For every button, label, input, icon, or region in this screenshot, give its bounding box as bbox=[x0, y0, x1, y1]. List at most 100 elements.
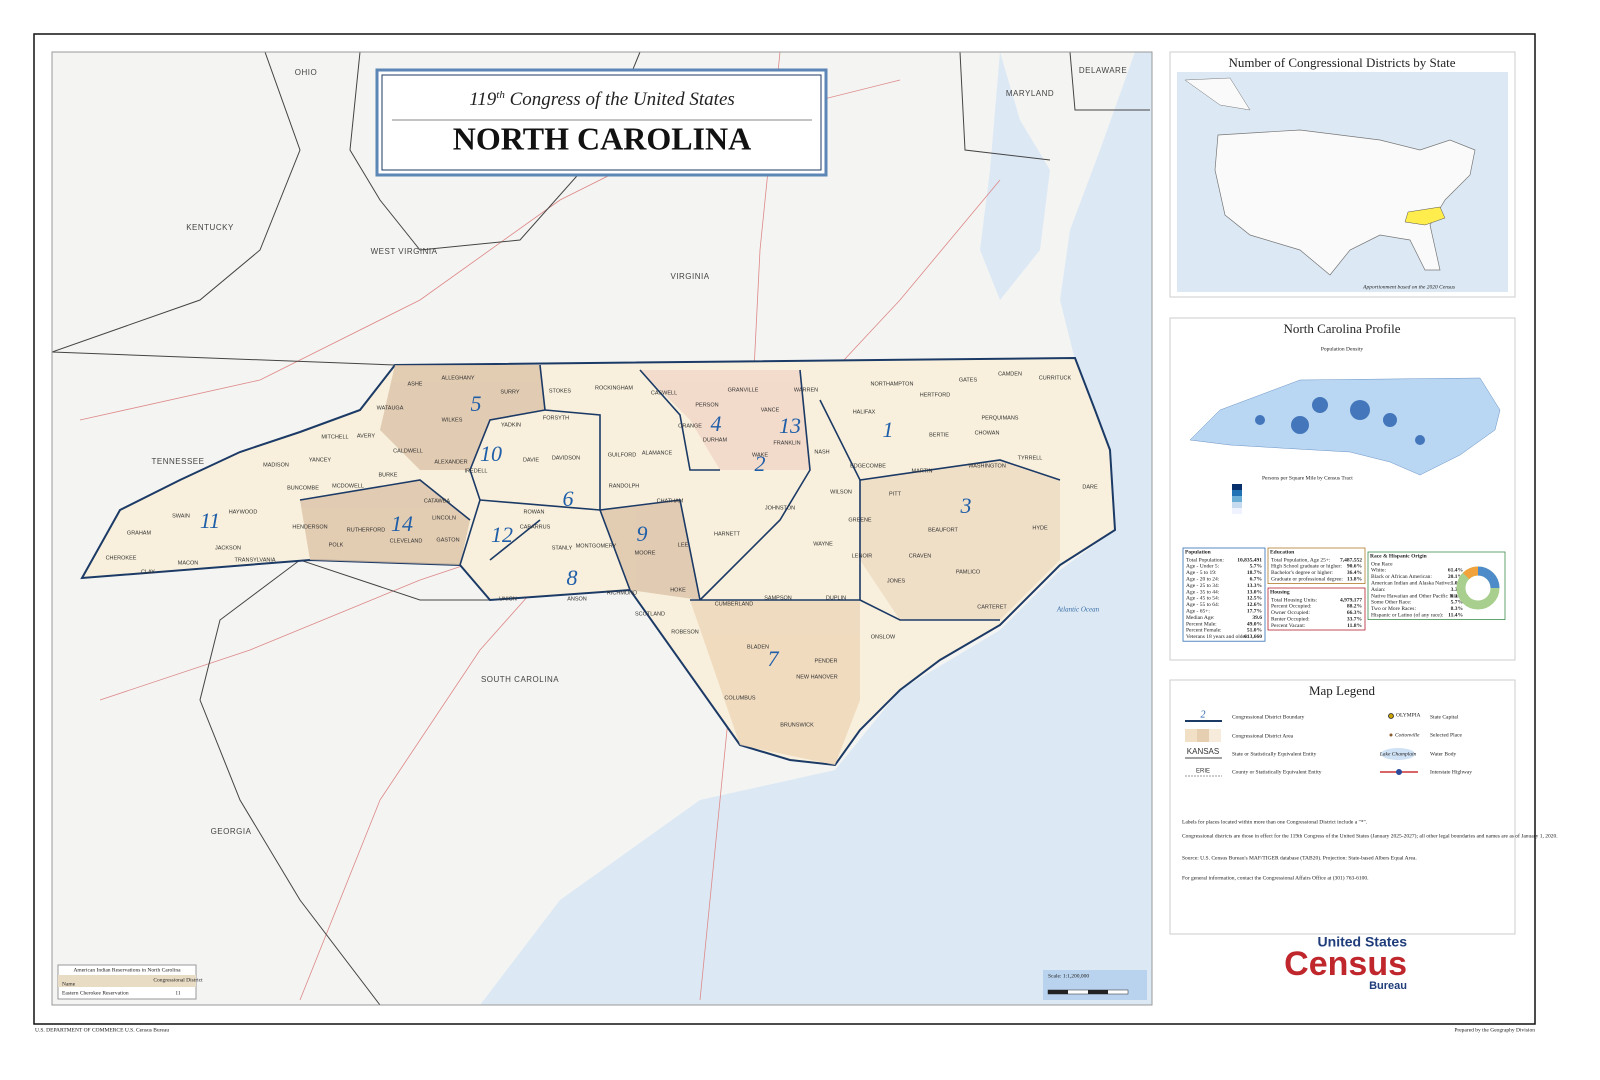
county-label: LINCOLN bbox=[432, 515, 456, 521]
district-number: 7 bbox=[768, 646, 780, 671]
stat-value: 20.1% bbox=[1448, 574, 1463, 580]
county-label: STANLY bbox=[552, 545, 573, 551]
legend-sample: 2 bbox=[1201, 709, 1206, 720]
county-label: NORTHAMPTON bbox=[871, 381, 914, 387]
county-label: WILKES bbox=[442, 417, 463, 423]
county-label: MONTGOMERY bbox=[576, 543, 617, 549]
county-label: RUTHERFORD bbox=[347, 527, 386, 533]
stat-label: Owner Occupied: bbox=[1271, 610, 1310, 616]
county-label: ROWAN bbox=[524, 509, 545, 515]
stat-label: Black or African American: bbox=[1371, 573, 1432, 580]
stat-label: Age - 20 to 24: bbox=[1186, 576, 1220, 582]
county-label: ROBESON bbox=[671, 629, 699, 635]
stat-label: Some Other Race: bbox=[1371, 600, 1412, 606]
density-legend-title: Persons per Square Mile by Census Tract bbox=[1262, 475, 1353, 481]
legend-label: Interstate Highway bbox=[1430, 769, 1472, 775]
county-label: CLEVELAND bbox=[390, 538, 423, 544]
county-label: FRANKLIN bbox=[773, 440, 800, 446]
section-heading: Housing bbox=[1270, 589, 1290, 595]
county-label: WATAUGA bbox=[377, 405, 404, 411]
reservation-title: American Indian Reservations in North Ca… bbox=[73, 967, 181, 973]
section-heading: Population bbox=[1185, 549, 1211, 555]
county-label: RICHMOND bbox=[607, 590, 637, 596]
county-label: RANDOLPH bbox=[609, 483, 640, 489]
county-label: YADKIN bbox=[501, 422, 521, 428]
county-label: WILSON bbox=[830, 489, 852, 495]
stat-label: Total Housing Units: bbox=[1271, 597, 1318, 603]
county-label: GASTON bbox=[436, 537, 459, 543]
stat-label: Asian: bbox=[1371, 587, 1386, 593]
scale-bg bbox=[1043, 970, 1147, 1000]
county-label: DARE bbox=[1082, 484, 1098, 490]
stat-value: 1.0% bbox=[1451, 580, 1463, 586]
district-number: 11 bbox=[200, 508, 220, 533]
state-label: SOUTH CAROLINA bbox=[481, 675, 559, 684]
county-label: CHOWAN bbox=[975, 430, 1000, 436]
legend-symbol bbox=[1185, 729, 1197, 742]
title-state: NORTH CAROLINA bbox=[453, 120, 751, 156]
title-superscript: th bbox=[496, 89, 505, 101]
stat-value: 13.8% bbox=[1347, 576, 1362, 582]
section-heading: Education bbox=[1270, 549, 1294, 555]
stat-value: 18.7% bbox=[1247, 570, 1262, 576]
district-number: 10 bbox=[480, 441, 502, 466]
stat-value: 33.7% bbox=[1347, 616, 1362, 622]
stat-value: 61.4% bbox=[1448, 568, 1463, 574]
county-label: COLUMBUS bbox=[724, 695, 756, 701]
scale-text: Scale: 1:1,200,000 bbox=[1048, 973, 1089, 979]
county-label: MACON bbox=[178, 560, 199, 566]
legend-label: Congressional District Area bbox=[1232, 733, 1294, 739]
county-label: FORSYTH bbox=[543, 415, 569, 421]
district-boundaries bbox=[299, 364, 1061, 621]
county-label: DAVIE bbox=[523, 457, 539, 463]
county-label: GUILFORD bbox=[608, 452, 636, 458]
legend-note: For general information, contact the Con… bbox=[1182, 874, 1369, 881]
county-label: JOHNSTON bbox=[765, 505, 795, 511]
stat-label: Two or More Races: bbox=[1371, 606, 1416, 612]
stat-value: 10,835,491 bbox=[1237, 557, 1262, 563]
county-label: GREENE bbox=[848, 517, 872, 523]
legend-symbol bbox=[1381, 748, 1415, 760]
county-label: PENDER bbox=[815, 658, 838, 664]
stat-value: 90.6% bbox=[1347, 564, 1362, 570]
section-box bbox=[1182, 547, 1266, 642]
county-labels: ASHE ALLEGHANY SURRY STOKES ROCKINGHAM CASWEL… bbox=[106, 371, 1098, 728]
county-label: WAKE bbox=[752, 452, 768, 458]
county-label: MITCHELL bbox=[321, 434, 348, 440]
reservation-col: Name bbox=[62, 981, 76, 987]
density-map bbox=[1189, 377, 1501, 476]
county-label: WARREN bbox=[794, 387, 818, 393]
stat-label: Percent Occupied: bbox=[1271, 604, 1312, 610]
density-ramp bbox=[1232, 484, 1242, 514]
county-label: HENDERSON bbox=[292, 524, 327, 530]
state-label: DELAWARE bbox=[1079, 66, 1127, 75]
county-label: BUNCOMBE bbox=[287, 485, 319, 491]
stat-value: 613,660 bbox=[1244, 634, 1262, 640]
legend-label: State or Statistically Equivalent Entity bbox=[1232, 751, 1317, 757]
county-label: CARTERET bbox=[977, 604, 1007, 610]
county-label: DURHAM bbox=[703, 437, 728, 443]
county-label: CHATHAM bbox=[657, 498, 684, 504]
legend-note: Labels for places located within more th… bbox=[1182, 818, 1368, 825]
stat-label: Age - 25 to 34: bbox=[1186, 583, 1220, 589]
legend-notes: Labels for places located within more th… bbox=[1182, 818, 1558, 881]
state-label: GEORGIA bbox=[211, 827, 252, 836]
reservation-table: American Indian Reservations in North Ca… bbox=[57, 964, 203, 1000]
section-box bbox=[1267, 547, 1366, 584]
county-label: CASWELL bbox=[651, 390, 677, 396]
stat-label: Graduate or professional degree: bbox=[1271, 575, 1343, 582]
stat-label: Hispanic or Latino (of any race): bbox=[1371, 611, 1444, 618]
stat-label: Renter Occupied: bbox=[1271, 616, 1310, 622]
legend-title: Map Legend bbox=[1309, 683, 1376, 698]
county-label: WAYNE bbox=[813, 541, 833, 547]
state-label: VIRGINIA bbox=[670, 272, 709, 281]
logo-line1: United States bbox=[1318, 934, 1408, 950]
county-label: HARNETT bbox=[714, 531, 741, 537]
legend-panel: Map Legend 2 KANSAS ERIE OLYMPIA Cottonv… bbox=[1169, 679, 1558, 935]
section-heading: Race & Hispanic Origin bbox=[1370, 553, 1427, 559]
legend-items: Congressional District Boundary Congressi… bbox=[1232, 714, 1472, 775]
stat-label: Percent Female: bbox=[1186, 628, 1222, 634]
legend-symbol bbox=[1209, 729, 1221, 742]
county-label: WASHINGTON bbox=[968, 463, 1006, 469]
footer-right: Prepared by the Geography Division bbox=[1454, 1027, 1535, 1033]
